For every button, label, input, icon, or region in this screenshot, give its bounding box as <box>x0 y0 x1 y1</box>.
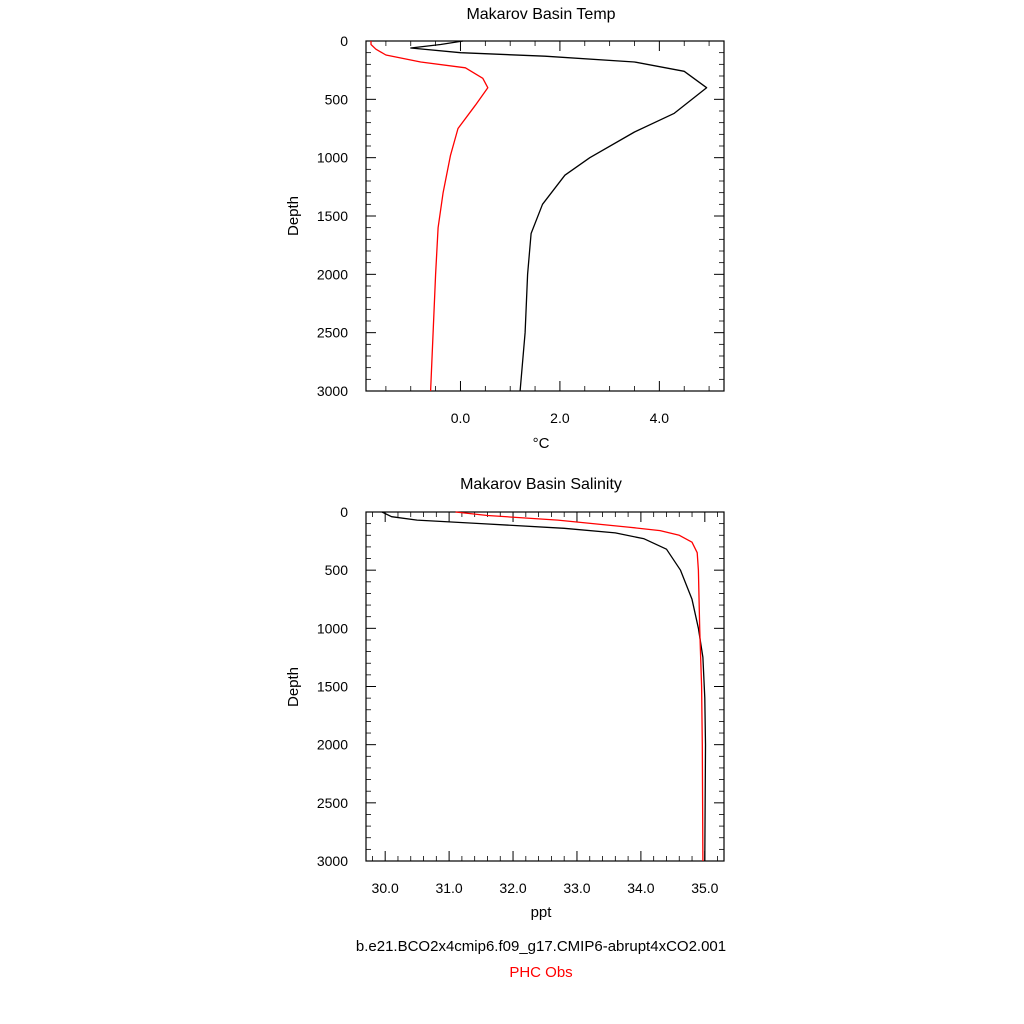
salinity-x-tick-label: 35.0 <box>691 880 718 896</box>
temp-panel: Makarov Basin Temp 0 500 1000 1500 2000 2500 3… <box>285 6 725 452</box>
temp-title: Makarov Basin Temp <box>466 6 615 23</box>
salinity-y-tick-label: 2500 <box>317 795 348 811</box>
salinity-x-tick-label: 34.0 <box>627 880 654 896</box>
salinity-series <box>381 511 707 862</box>
legend-entry-obs: PHC Obs <box>509 964 572 981</box>
salinity-y-tick-label: 500 <box>325 562 349 578</box>
salinity-y-tick-label: 2000 <box>317 737 348 753</box>
temp-y-ticks: 0 500 1000 1500 2000 2500 3000 <box>317 33 724 399</box>
salinity-y-tick-label: 3000 <box>317 853 348 869</box>
temp-series-line-model <box>410 40 708 392</box>
salinity-title: Makarov Basin Salinity <box>460 476 622 493</box>
temp-series-line-phc-obs <box>370 41 489 392</box>
salinity-y-tick-label: 0 <box>340 504 348 520</box>
temp-plot-frame <box>365 40 725 392</box>
temp-x-tick-label: 2.0 <box>550 410 570 426</box>
legend-entry-model: b.e21.BCO2x4cmip6.f09_g17.CMIP6-abrupt4x… <box>356 938 726 955</box>
temp-x-tick-label: 0.0 <box>451 410 471 426</box>
salinity-plot-frame <box>365 511 725 862</box>
salinity-y-ticks: 0 500 1000 1500 2000 2500 3000 <box>317 504 724 869</box>
salinity-x-ticks: 30.0 31.0 32.0 33.0 34.0 35.0 <box>372 512 719 896</box>
temp-x-axis-label: °C <box>533 435 550 452</box>
salinity-x-tick-label: 30.0 <box>372 880 399 896</box>
salinity-x-axis-label: ppt <box>531 904 553 921</box>
temp-y-tick-label: 500 <box>325 91 349 107</box>
temp-y-tick-label: 0 <box>340 33 348 49</box>
salinity-x-tick-label: 31.0 <box>435 880 462 896</box>
temp-y-tick-label: 1500 <box>317 208 348 224</box>
salinity-y-tick-label: 1000 <box>317 620 348 636</box>
temp-y-tick-label: 2500 <box>317 325 348 341</box>
salinity-x-tick-label: 32.0 <box>499 880 526 896</box>
salinity-y-tick-label: 1500 <box>317 679 348 695</box>
temp-y-tick-label: 1000 <box>317 150 348 166</box>
temp-series <box>370 40 708 392</box>
temp-x-ticks: 0.0 2.0 4.0 <box>385 41 710 426</box>
salinity-series-line-phc-obs <box>455 511 704 862</box>
temp-y-axis-label: Depth <box>285 196 302 236</box>
temp-y-tick-label: 3000 <box>317 383 348 399</box>
temp-y-tick-label: 2000 <box>317 266 348 282</box>
salinity-panel: Makarov Basin Salinity 0 500 1000 1500 2000 2… <box>285 476 725 921</box>
temp-x-tick-label: 4.0 <box>650 410 670 426</box>
salinity-y-axis-label: Depth <box>285 667 302 707</box>
salinity-series-line-model <box>381 511 707 862</box>
salinity-x-tick-label: 33.0 <box>563 880 590 896</box>
